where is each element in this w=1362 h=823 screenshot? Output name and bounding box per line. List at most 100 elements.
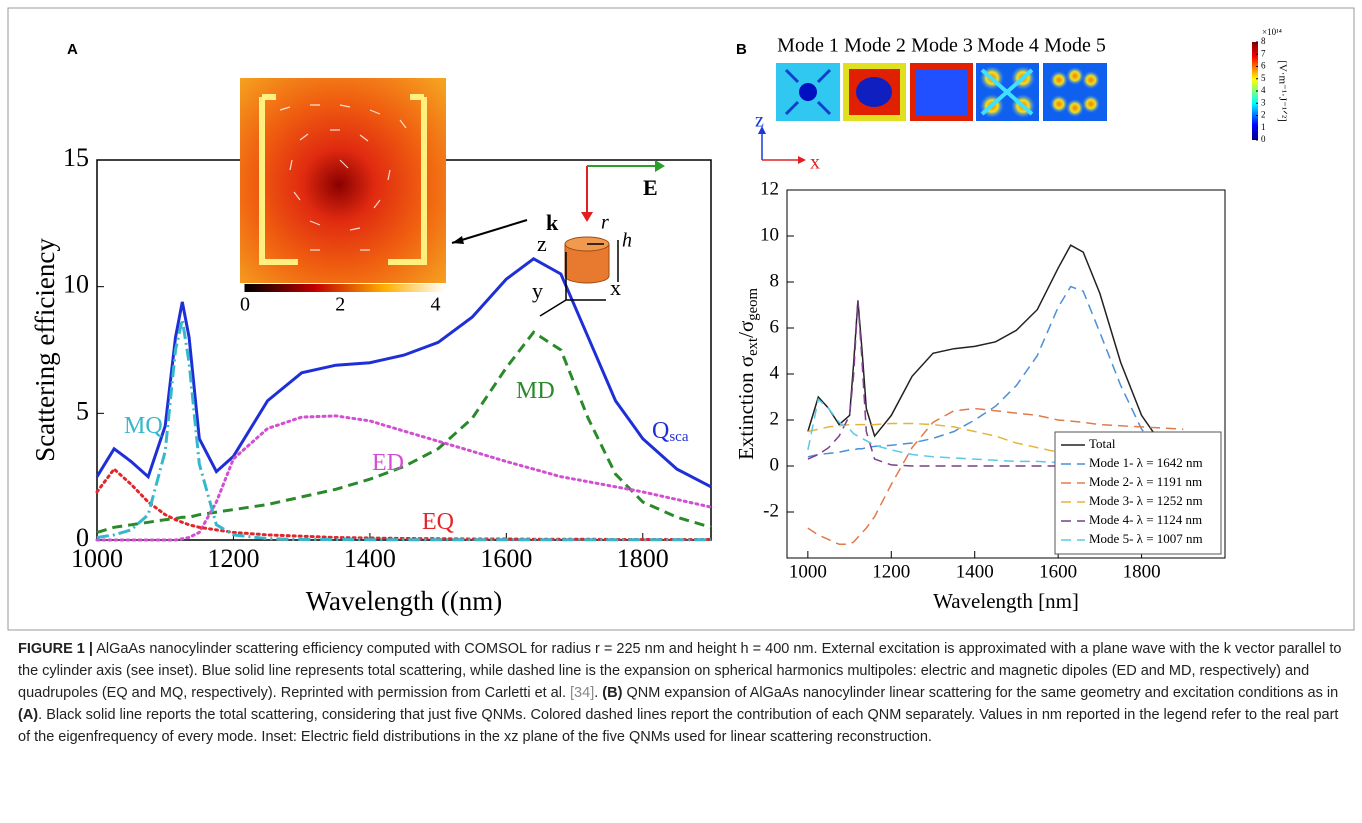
colorbar-unit: [V·m⁻¹·J⁻¹ᐟ²] [1276, 60, 1288, 122]
y-tick-label: -2 [763, 500, 779, 521]
mode-title: Mode 3 [911, 35, 973, 57]
series-label: MD [516, 378, 555, 404]
legend-label: Mode 3- λ = 1252 nm [1089, 493, 1203, 508]
y-tick-label: 0 [76, 523, 89, 552]
schematic-label: h [622, 230, 632, 252]
mode-map [1043, 63, 1107, 121]
legend-label: Mode 1- λ = 1642 nm [1089, 455, 1203, 470]
field-edge [259, 94, 427, 265]
colorbar-tick-label: 7 [1261, 48, 1266, 58]
x-tick-label: 1800 [1123, 562, 1161, 583]
series-line [807, 285, 1184, 463]
mode-map [776, 63, 840, 121]
series-line [807, 397, 1184, 465]
legend-box [1054, 431, 1222, 555]
pointer-head [452, 236, 464, 244]
caption-ref: (B) [602, 685, 623, 701]
colorbar-tick-label: 2 [335, 294, 345, 316]
pointer-arrow [451, 219, 528, 244]
schematic-label: r [601, 212, 609, 234]
series-line [95, 466, 713, 541]
chart: 1000 1200 1400 1600 1800 -2 0 2 4 6 8 10 12 Wavelengt… [734, 178, 1226, 613]
x-tick-label: 1200 [207, 544, 259, 573]
colorbar-tick-label: 5 [1261, 73, 1266, 83]
colorbar-tick-label: 4 [1261, 85, 1266, 95]
series-line [96, 319, 711, 542]
colorbar-tick-label: 8 [1261, 36, 1266, 46]
x-axis-label: Wavelength ((nm) [306, 586, 503, 616]
series-label-sub: sca [669, 429, 688, 445]
schematic-label: z [537, 231, 547, 256]
schematic-label: x [610, 275, 621, 300]
y-axis-label-part: /σ [734, 321, 758, 338]
series-label: EQ [422, 509, 454, 535]
y-tick-label: 10 [760, 224, 779, 245]
citation: [34] [570, 685, 595, 701]
colorbar-scale: ×10¹⁴ [1262, 27, 1282, 37]
mode-title: Mode 1 [777, 35, 839, 57]
mode-title: Mode 5 [1044, 35, 1106, 57]
series-label-text: Q [652, 418, 669, 444]
chart: 1000 1200 1400 1600 1800 0 5 10 15 Wavelength ((n… [30, 143, 713, 616]
y-tick-label: 5 [76, 396, 89, 425]
field-map [240, 78, 446, 283]
series-line [95, 414, 713, 542]
y-axis-label: Extinction σext/σgeom [734, 288, 762, 460]
series-label: ED [372, 450, 404, 476]
series-line [96, 330, 712, 534]
series-label-text: MQ [124, 413, 163, 439]
y-tick-label: 0 [770, 454, 780, 475]
y-tick-label: 15 [63, 143, 89, 172]
y-tick-label: 2 [770, 408, 780, 429]
mode-map [976, 63, 1039, 121]
y-axis-label-sub: geom [745, 288, 761, 321]
x-tick-label: 1400 [344, 544, 396, 573]
series-label: MQ [124, 413, 163, 439]
mode-map [910, 63, 973, 121]
colorbar-tick-label: 4 [430, 294, 440, 316]
colorbar-tick-label: 2 [1261, 110, 1266, 120]
series-label-text: ED [372, 450, 404, 476]
mode-maps: ×10¹⁴ [V·m⁻¹·J⁻¹ᐟ²] z x [755, 27, 1288, 174]
colorbar-tick-label: 0 [1261, 134, 1266, 144]
x-tick-label: 1600 [1039, 562, 1077, 583]
y-tick-label: 6 [770, 316, 780, 337]
series-line [807, 244, 1184, 460]
colorbar-tick-label: 6 [1261, 61, 1266, 71]
colorbar [1252, 42, 1258, 140]
legend-label: Mode 5- λ = 1007 nm [1089, 531, 1203, 546]
inset-field-map [240, 78, 528, 292]
series-line [95, 257, 712, 489]
legend-label: Mode 2- λ = 1191 nm [1089, 474, 1202, 489]
caption-text: QNM expansion of AlGaAs nanocylinder lin… [622, 685, 1339, 701]
figure-frame [7, 7, 1355, 631]
y-tick-label: 4 [770, 362, 780, 383]
mode-title: Mode 4 [977, 35, 1039, 57]
mode-title: Mode 2 [844, 35, 906, 57]
y-axis-label: Scattering efficiency [30, 238, 60, 462]
caption: FIGURE 1 | AlGaAs nanocylinder scatterin… [18, 638, 1344, 748]
series-label-text: MD [516, 378, 555, 404]
panel-label: A [67, 41, 78, 58]
x-tick-label: 1000 [71, 544, 123, 573]
x-tick-label: 1800 [617, 544, 669, 573]
x-tick-label: 1400 [956, 562, 994, 583]
field-arrows [279, 104, 407, 251]
panel-label: B [736, 41, 747, 58]
legend-label: Mode 4- λ = 1124 nm [1089, 512, 1202, 527]
axis-label: z [755, 110, 764, 132]
caption-ref: (A) [18, 707, 39, 723]
y-axis-label-sub: ext [745, 338, 761, 356]
colorbar [245, 284, 445, 292]
x-tick-label: 1200 [872, 562, 910, 583]
legend-label: Total [1089, 436, 1116, 451]
x-tick-label: 1000 [789, 562, 827, 583]
x-axis-label: Wavelength [nm] [933, 589, 1079, 613]
caption-lead: FIGURE 1 | [18, 641, 93, 657]
y-tick-label: 10 [63, 270, 89, 299]
x-tick-label: 1600 [480, 544, 532, 573]
caption-text: . Black solid line reports the total sca… [18, 707, 1339, 745]
schematic-label: E [643, 175, 658, 200]
